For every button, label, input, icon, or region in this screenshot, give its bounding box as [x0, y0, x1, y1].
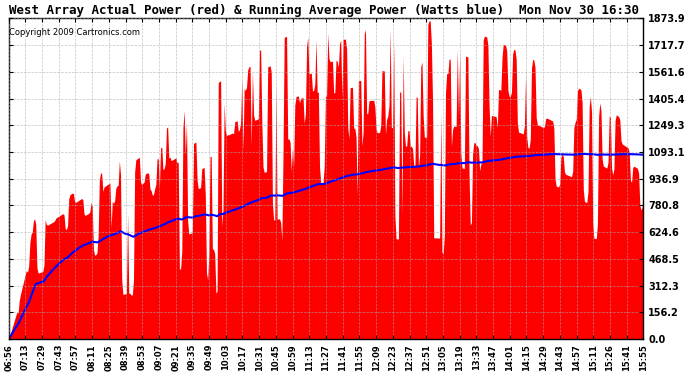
- Text: Copyright 2009 Cartronics.com: Copyright 2009 Cartronics.com: [9, 28, 140, 37]
- Text: West Array Actual Power (red) & Running Average Power (Watts blue)  Mon Nov 30 1: West Array Actual Power (red) & Running …: [9, 4, 639, 17]
